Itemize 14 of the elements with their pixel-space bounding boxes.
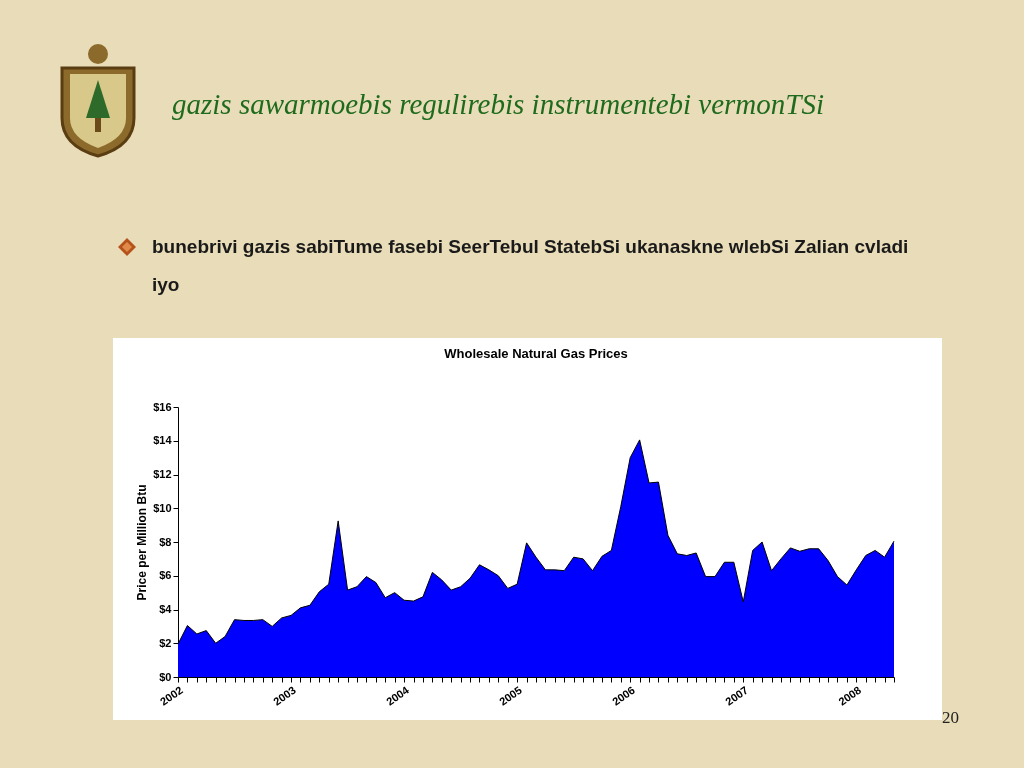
y-tick-label: $0 [159,670,172,683]
y-tick-label: $2 [159,636,172,649]
text: 20 [942,708,959,728]
y-tick-label: $8 [159,535,172,548]
y-tick-label: $12 [153,468,172,480]
text: bunebrivi gazis sabiTume fasebi SeerTebul StatebSi ukanaskne wlebSi Zalian cvladi iyo [152,236,909,295]
chart-title: Wholesale Natural Gas Prices [444,346,628,361]
y-tick-label: $6 [159,569,172,582]
y-tick-label: $4 [159,603,173,615]
y-axis-title: Price per Million Btu [135,484,150,601]
y-tick-label: $10 [153,501,172,514]
y-tick-label: $14 [153,434,173,447]
y-tick-label: $16 [153,400,172,413]
text: gazis sawarmoebis regulirebis instrumentebi vermonTSi [172,88,824,121]
